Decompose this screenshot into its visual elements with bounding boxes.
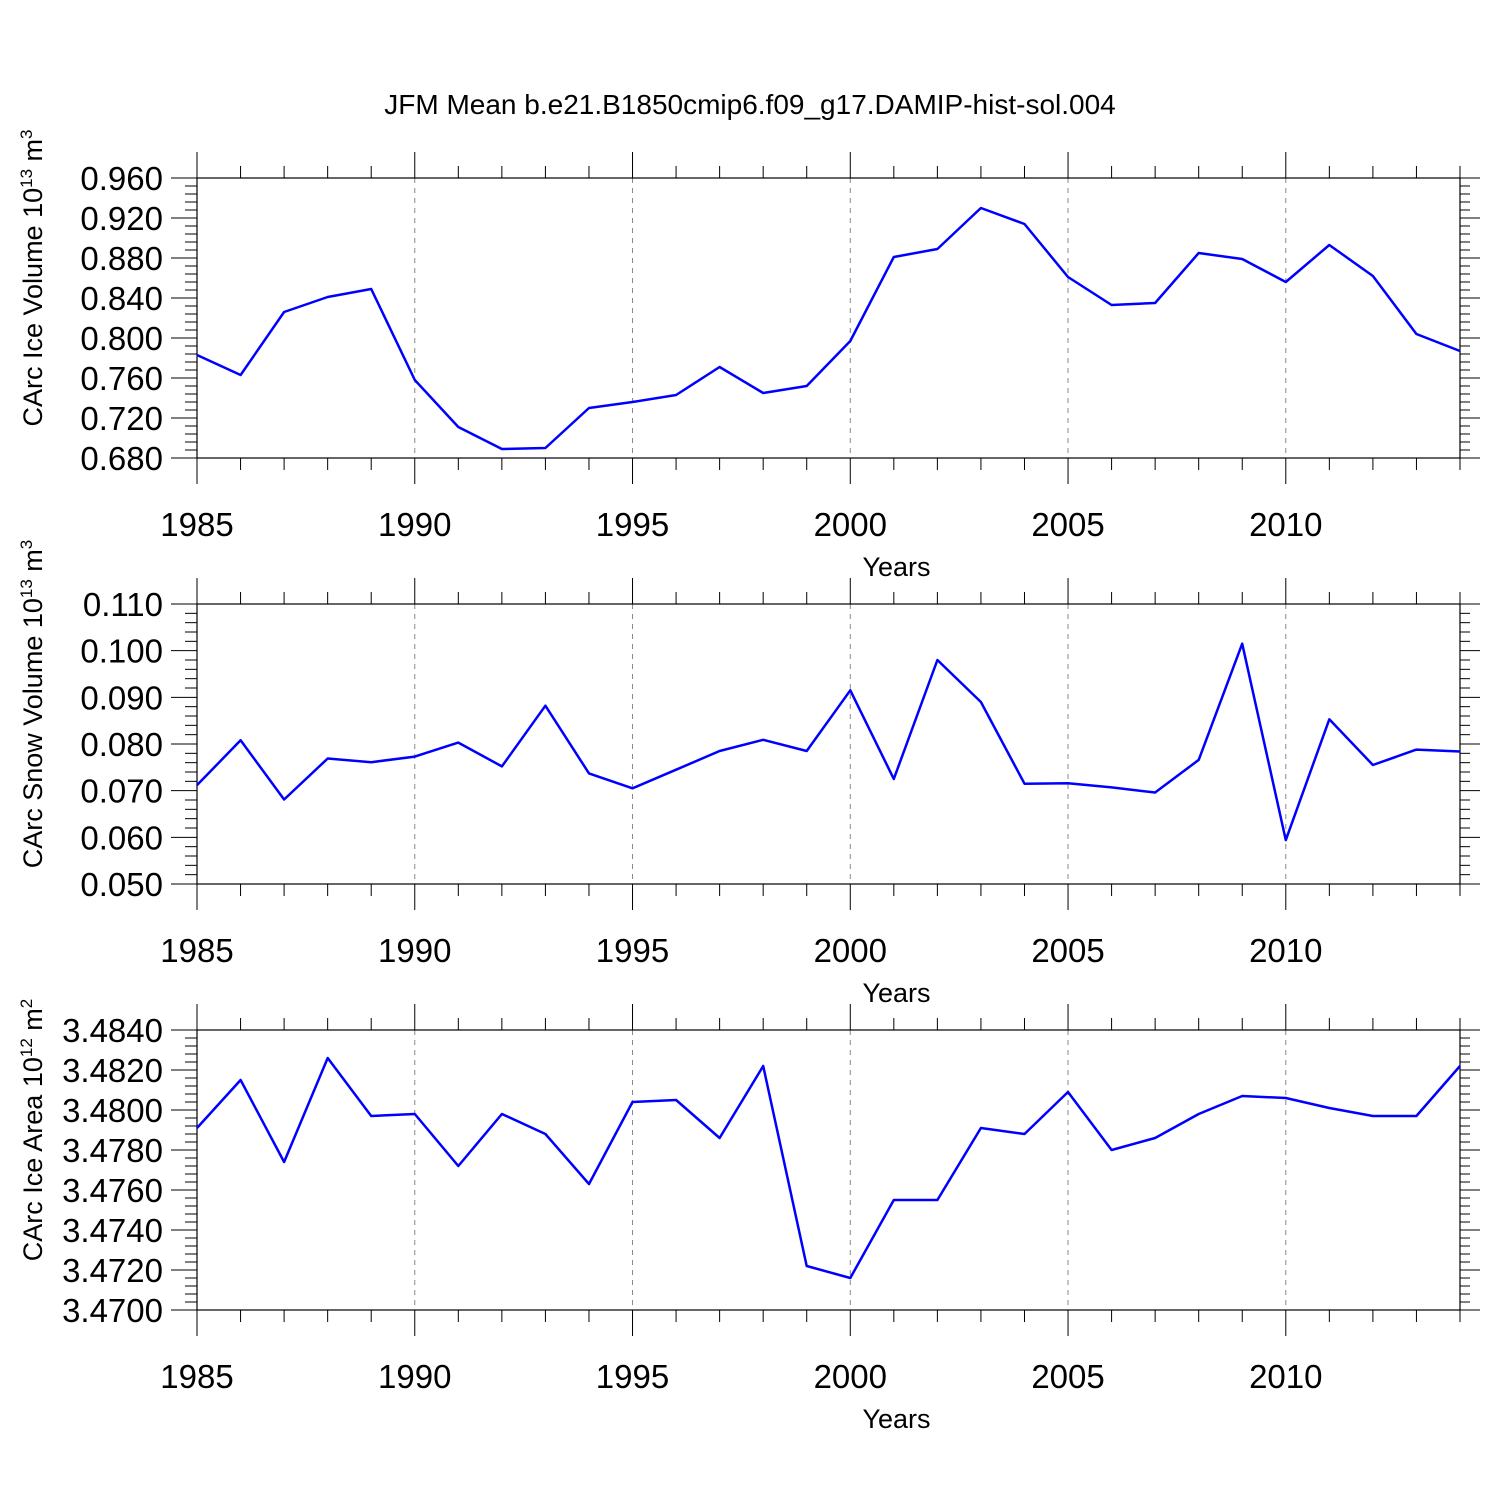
x-tick-label: 2000 bbox=[814, 1358, 887, 1395]
y-axis-label: CArc Ice Volume 1013 m3 bbox=[17, 129, 48, 426]
y-tick-label: 0.680 bbox=[80, 440, 163, 477]
x-axis-label: Years bbox=[862, 552, 930, 582]
panel-3: 3.47003.47203.47403.47603.47803.48003.48… bbox=[17, 999, 1480, 1434]
x-axis-label: Years bbox=[862, 1404, 930, 1434]
y-tick-label: 3.4740 bbox=[62, 1212, 163, 1249]
x-tick-label: 1990 bbox=[378, 1358, 451, 1395]
y-tick-label: 0.110 bbox=[83, 586, 163, 623]
y-tick-label: 0.090 bbox=[80, 679, 163, 716]
x-tick-label: 2000 bbox=[814, 506, 887, 543]
chart-title: JFM Mean b.e21.B1850cmip6.f09_g17.DAMIP-… bbox=[384, 89, 1116, 120]
x-tick-label: 1995 bbox=[596, 506, 669, 543]
y-axis-label: CArc Snow Volume 1013 m3 bbox=[17, 540, 48, 869]
y-tick-label: 3.4700 bbox=[62, 1292, 163, 1329]
x-tick-label: 2000 bbox=[814, 932, 887, 969]
x-tick-label: 2005 bbox=[1031, 932, 1104, 969]
y-tick-label: 0.080 bbox=[80, 726, 163, 763]
x-tick-label: 1985 bbox=[160, 1358, 233, 1395]
x-tick-label: 2010 bbox=[1249, 506, 1322, 543]
y-tick-label: 0.050 bbox=[80, 866, 163, 903]
series-line bbox=[196, 1056, 1461, 1280]
y-tick-label: 3.4820 bbox=[62, 1052, 163, 1089]
y-tick-label: 0.720 bbox=[80, 400, 163, 437]
y-tick-label: 3.4780 bbox=[62, 1132, 163, 1169]
y-tick-label: 0.060 bbox=[80, 819, 163, 856]
series-line bbox=[196, 206, 1461, 451]
x-tick-label: 2010 bbox=[1249, 932, 1322, 969]
x-tick-label: 1985 bbox=[160, 506, 233, 543]
y-tick-label: 3.4800 bbox=[62, 1092, 163, 1129]
y-tick-label: 0.800 bbox=[80, 320, 163, 357]
panel-2: 0.050 0.060 0.070 0.080 0.090 0.100 0.110 1985 1… bbox=[17, 540, 1480, 1008]
y-tick-label: 0.070 bbox=[80, 773, 163, 810]
y-tick-label: 0.100 bbox=[80, 633, 163, 670]
y-axis-label: CArc Ice Area 1012 m2 bbox=[17, 999, 48, 1262]
y-tick-label: 0.840 bbox=[80, 280, 163, 317]
series-line bbox=[196, 642, 1461, 842]
panel-1: 0.6800.7200.7600.8000.8400.8800.9200.960… bbox=[17, 129, 1480, 582]
x-tick-label: 2010 bbox=[1249, 1358, 1322, 1395]
plot-frame bbox=[196, 177, 1461, 459]
x-tick-label: 2005 bbox=[1031, 506, 1104, 543]
y-tick-label: 3.4720 bbox=[62, 1252, 163, 1289]
plot-frame bbox=[196, 603, 1461, 885]
x-tick-label: 1985 bbox=[160, 932, 233, 969]
y-tick-label: 3.4760 bbox=[62, 1172, 163, 1209]
x-tick-label: 1995 bbox=[596, 932, 669, 969]
x-tick-label: 2005 bbox=[1031, 1358, 1104, 1395]
x-tick-label: 1995 bbox=[596, 1358, 669, 1395]
x-tick-label: 1990 bbox=[378, 506, 451, 543]
x-tick-label: 1990 bbox=[378, 932, 451, 969]
y-tick-label: 0.880 bbox=[80, 240, 163, 277]
plot-frame bbox=[196, 1029, 1461, 1311]
y-tick-label: 0.760 bbox=[80, 360, 163, 397]
y-tick-label: 0.920 bbox=[80, 200, 163, 237]
y-tick-label: 0.960 bbox=[80, 160, 163, 197]
x-axis-label: Years bbox=[862, 978, 930, 1008]
y-tick-label: 3.4840 bbox=[62, 1012, 163, 1049]
